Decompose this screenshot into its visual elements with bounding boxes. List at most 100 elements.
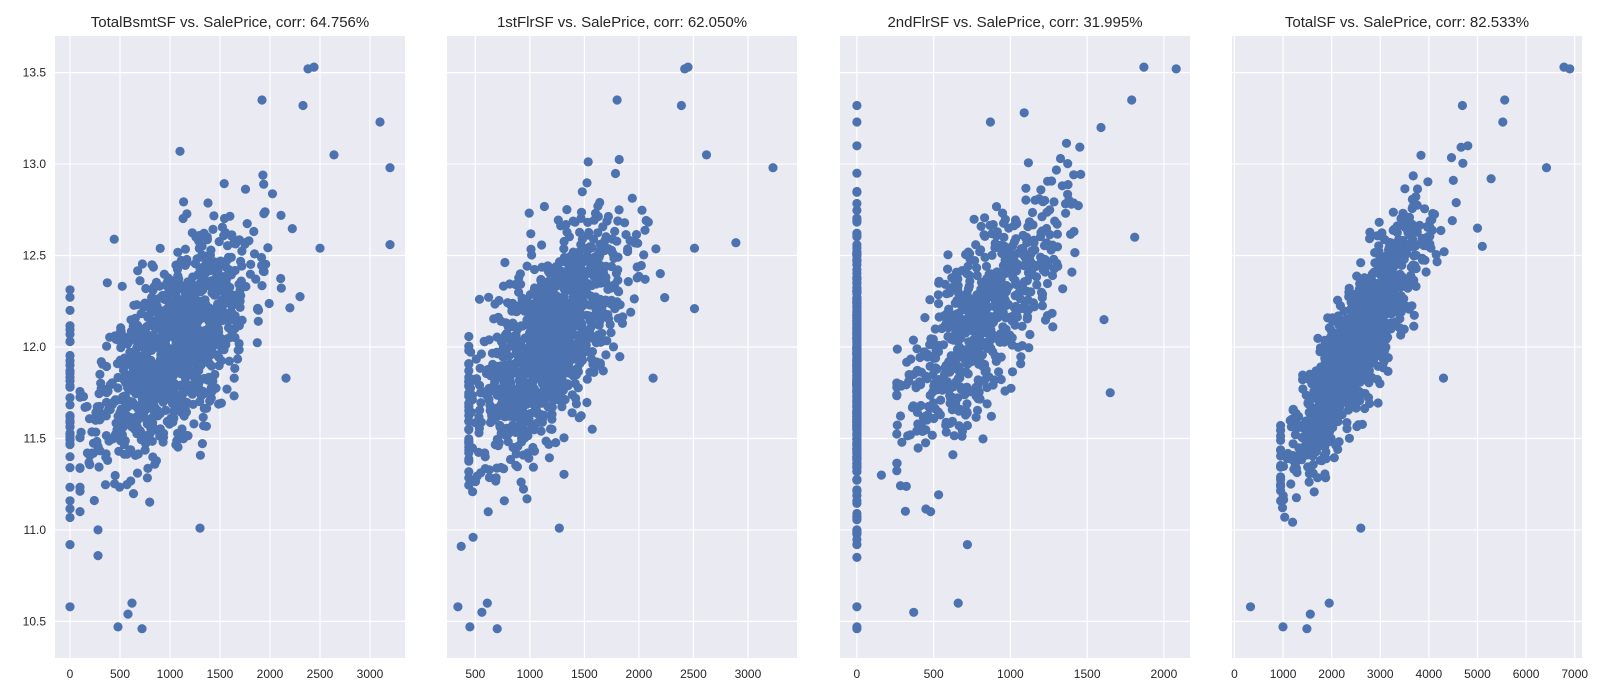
scatter-point (1075, 142, 1085, 152)
scatter-point (998, 261, 1009, 271)
scatter-point (1457, 100, 1467, 111)
scatter-point (276, 273, 286, 284)
scatter-point (529, 425, 539, 435)
scatter-point (528, 462, 539, 472)
scatter-point (212, 350, 222, 360)
x-tick-label: 7000 (1561, 667, 1588, 681)
scatter-point (464, 331, 474, 342)
scatter-point (768, 163, 778, 173)
scatter-point (385, 240, 395, 250)
scatter-point (1367, 341, 1377, 351)
scatter-point (1345, 391, 1355, 402)
panel-totalbsmtsf: 0 500 1000 1500 2000 2500 300010.511.011.512.0… (23, 14, 405, 681)
scatter-point (198, 412, 208, 422)
scatter-point (181, 304, 191, 314)
panel-1stflrsf-title: 1stFlrSF vs. SalePrice, corr: 62.050% (497, 14, 747, 31)
scatter-point (933, 290, 943, 300)
scatter-point (1064, 195, 1074, 205)
scatter-point (75, 432, 85, 443)
scatter-point (1063, 159, 1073, 169)
scatter-point (1025, 270, 1035, 280)
scatter-point (1029, 235, 1039, 245)
scatter-point (65, 329, 75, 339)
scatter-point (1008, 272, 1018, 282)
scatter-point (253, 303, 263, 313)
scatter-point (897, 437, 907, 447)
scatter-point (510, 427, 521, 437)
scatter-point (577, 337, 587, 347)
scatter-point (144, 341, 154, 351)
x-tick-label: 0 (67, 667, 74, 681)
scatter-point (1295, 449, 1305, 460)
scatter-point (1032, 272, 1042, 282)
scatter-point (142, 391, 152, 401)
scatter-point (464, 442, 474, 452)
scatter-point (614, 154, 624, 165)
scatter-point (586, 354, 597, 364)
scatter-point (568, 216, 578, 226)
scatter-point (577, 302, 587, 312)
scatter-point (151, 341, 161, 351)
scatter-point (84, 457, 94, 468)
scatter-point (1409, 321, 1419, 331)
scatter-point (548, 350, 559, 360)
scatter-point (107, 378, 117, 388)
scatter-point (65, 400, 75, 410)
scatter-point (923, 410, 933, 420)
scatter-point (285, 303, 295, 313)
scatter-point (65, 382, 75, 392)
scatter-point (488, 359, 498, 369)
scatter-point (559, 252, 569, 263)
scatter-point (921, 425, 931, 435)
scatter-point (892, 391, 902, 401)
scatter-point (182, 257, 192, 268)
scatter-point (960, 355, 971, 365)
scatter-point (315, 243, 325, 253)
scatter-point (100, 480, 111, 490)
x-tick-label: 500 (465, 667, 485, 681)
y-tick-label: 11.5 (24, 431, 47, 445)
scatter-point (1043, 176, 1053, 186)
scatter-point (916, 400, 926, 411)
scatter-point (524, 453, 534, 463)
scatter-point (615, 352, 625, 362)
scatter-point (112, 359, 123, 369)
scatter-point (168, 301, 178, 311)
scatter-point (224, 356, 234, 366)
scatter-point (511, 307, 522, 317)
scatter-point (588, 297, 598, 307)
scatter-point (110, 470, 120, 481)
scatter-point (584, 227, 594, 238)
scatter-point (506, 411, 516, 421)
scatter-point (1417, 253, 1427, 263)
scatter-point (1309, 487, 1319, 497)
scatter-point (956, 333, 966, 343)
scatter-point (1378, 308, 1388, 318)
scatter-point (189, 419, 199, 429)
scatter-point (961, 367, 971, 377)
scatter-point (852, 230, 862, 240)
scatter-point (979, 230, 989, 240)
scatter-point (591, 255, 601, 265)
scatter-point (1379, 346, 1389, 356)
scatter-point (101, 452, 111, 462)
scatter-point (1070, 248, 1080, 258)
scatter-point (465, 622, 475, 632)
scatter-point (199, 403, 209, 413)
scatter-point (96, 384, 106, 394)
scatter-point (65, 422, 75, 432)
panel-totalbsmtsf-title: TotalBsmtSF vs. SalePrice, corr: 64.756% (91, 14, 369, 31)
scatter-point (981, 365, 991, 375)
scatter-point (1105, 388, 1115, 398)
scatter-point (1423, 232, 1433, 242)
scatter-point (1375, 320, 1385, 330)
scatter-point (852, 319, 862, 329)
scatter-point (1365, 227, 1375, 237)
scatter-point (1395, 235, 1405, 245)
scatter-point (852, 362, 862, 372)
scatter-point (585, 367, 595, 377)
scatter-point (908, 401, 919, 411)
scatter-point (541, 378, 551, 388)
scatter-point (65, 496, 75, 506)
scatter-point (492, 463, 502, 473)
